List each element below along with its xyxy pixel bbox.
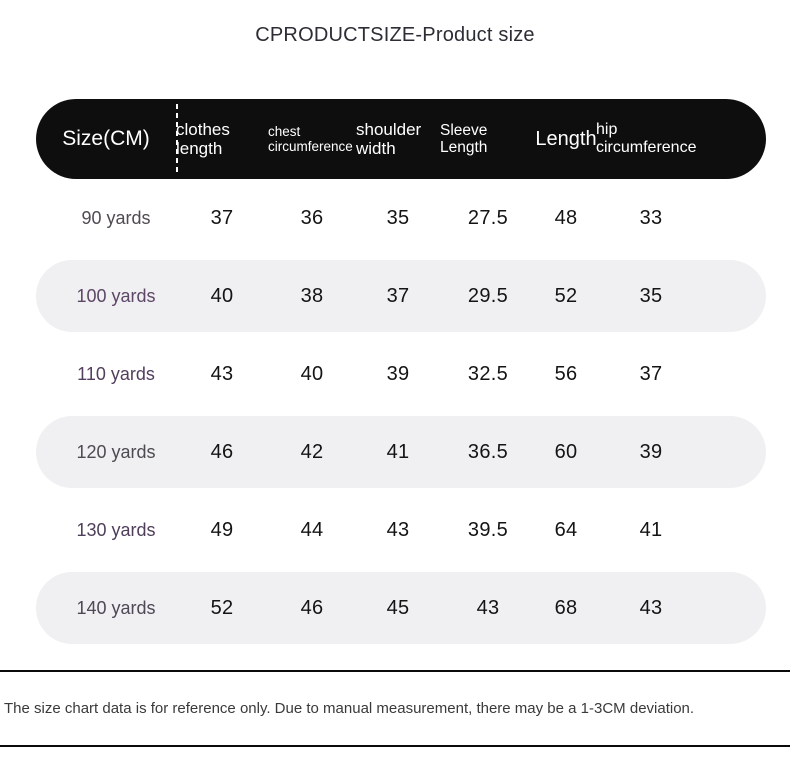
column-header-label: Sleeve Length [440,121,488,156]
cell-sleeve-length: 43 [476,596,500,619]
cell-shoulder-width: 37 [386,284,410,307]
cell-chest-circumference: 42 [300,440,324,463]
cell-length: 56 [554,362,578,385]
cell-length: 52 [554,284,578,307]
cell-shoulder-width: 41 [386,440,410,463]
cell-hip-circumference: 35 [639,284,663,307]
cell-shoulder-width: 45 [386,596,410,619]
row-size-label: 120 yards [76,441,156,462]
cell-sleeve-length: 29.5 [467,284,509,307]
table-row: 100 yards 40 38 37 29.5 52 35 [36,260,766,332]
cell-sleeve-length: 39.5 [467,518,509,541]
column-header-sleeve-length: Sleeve Length [440,99,536,179]
cell-clothes-length: 46 [210,440,234,463]
column-header-label: hip circumference [596,121,697,156]
row-size-label: 130 yards [76,519,156,540]
table-row: 140 yards 52 46 45 43 68 43 [36,572,766,644]
column-header-label: clothes length [176,119,230,158]
row-size-label: 100 yards [76,285,156,306]
cell-length: 60 [554,440,578,463]
column-header-label: Size(CM) [62,127,150,151]
row-size-label: 110 yards [77,363,155,384]
cell-hip-circumference: 33 [639,206,663,229]
cell-chest-circumference: 46 [300,596,324,619]
cell-chest-circumference: 36 [300,206,324,229]
header-dashed-divider [176,104,178,174]
cell-hip-circumference: 37 [639,362,663,385]
column-header-shoulder-width: shoulder width [356,99,440,179]
column-header-hip-circumference: hip circumference [596,99,706,179]
column-header-clothes-length: clothes length [176,99,268,179]
cell-shoulder-width: 39 [386,362,410,385]
cell-sleeve-length: 36.5 [467,440,509,463]
table-row: 90 yards 37 36 35 27.5 48 33 [36,179,766,257]
footer-note: The size chart data is for reference onl… [0,670,790,747]
cell-clothes-length: 49 [210,518,234,541]
column-header-label: chest circumference [268,123,353,154]
page-title: CPRODUCTSIZE-Product size [255,24,535,46]
table-row: 120 yards 46 42 41 36.5 60 39 [36,416,766,488]
column-header-size: Size(CM) [36,99,176,179]
cell-clothes-length: 52 [210,596,234,619]
column-header-chest-circumference: chest circumference [268,99,356,179]
cell-clothes-length: 37 [210,206,234,229]
table-row: 110 yards 43 40 39 32.5 56 37 [36,335,766,413]
footer-note-text: The size chart data is for reference onl… [4,700,695,717]
cell-length: 48 [554,206,578,229]
cell-chest-circumference: 40 [300,362,324,385]
cell-sleeve-length: 27.5 [467,206,509,229]
row-size-label: 90 yards [81,207,151,228]
cell-chest-circumference: 44 [300,518,324,541]
cell-shoulder-width: 43 [386,518,410,541]
cell-hip-circumference: 39 [639,440,663,463]
table-header: Size(CM) clothes length chest circumfere… [36,99,766,179]
cell-hip-circumference: 43 [639,596,663,619]
table-row: 130 yards 49 44 43 39.5 64 41 [36,491,766,569]
row-size-label: 140 yards [76,597,156,618]
column-header-label: Length [535,127,597,150]
column-header-label: shoulder width [356,119,422,158]
cell-length: 68 [554,596,578,619]
cell-sleeve-length: 32.5 [467,362,509,385]
cell-shoulder-width: 35 [386,206,410,229]
cell-clothes-length: 40 [210,284,234,307]
cell-clothes-length: 43 [210,362,234,385]
cell-length: 64 [554,518,578,541]
column-header-length: Length [535,99,597,179]
cell-chest-circumference: 38 [300,284,324,307]
cell-hip-circumference: 41 [639,518,663,541]
